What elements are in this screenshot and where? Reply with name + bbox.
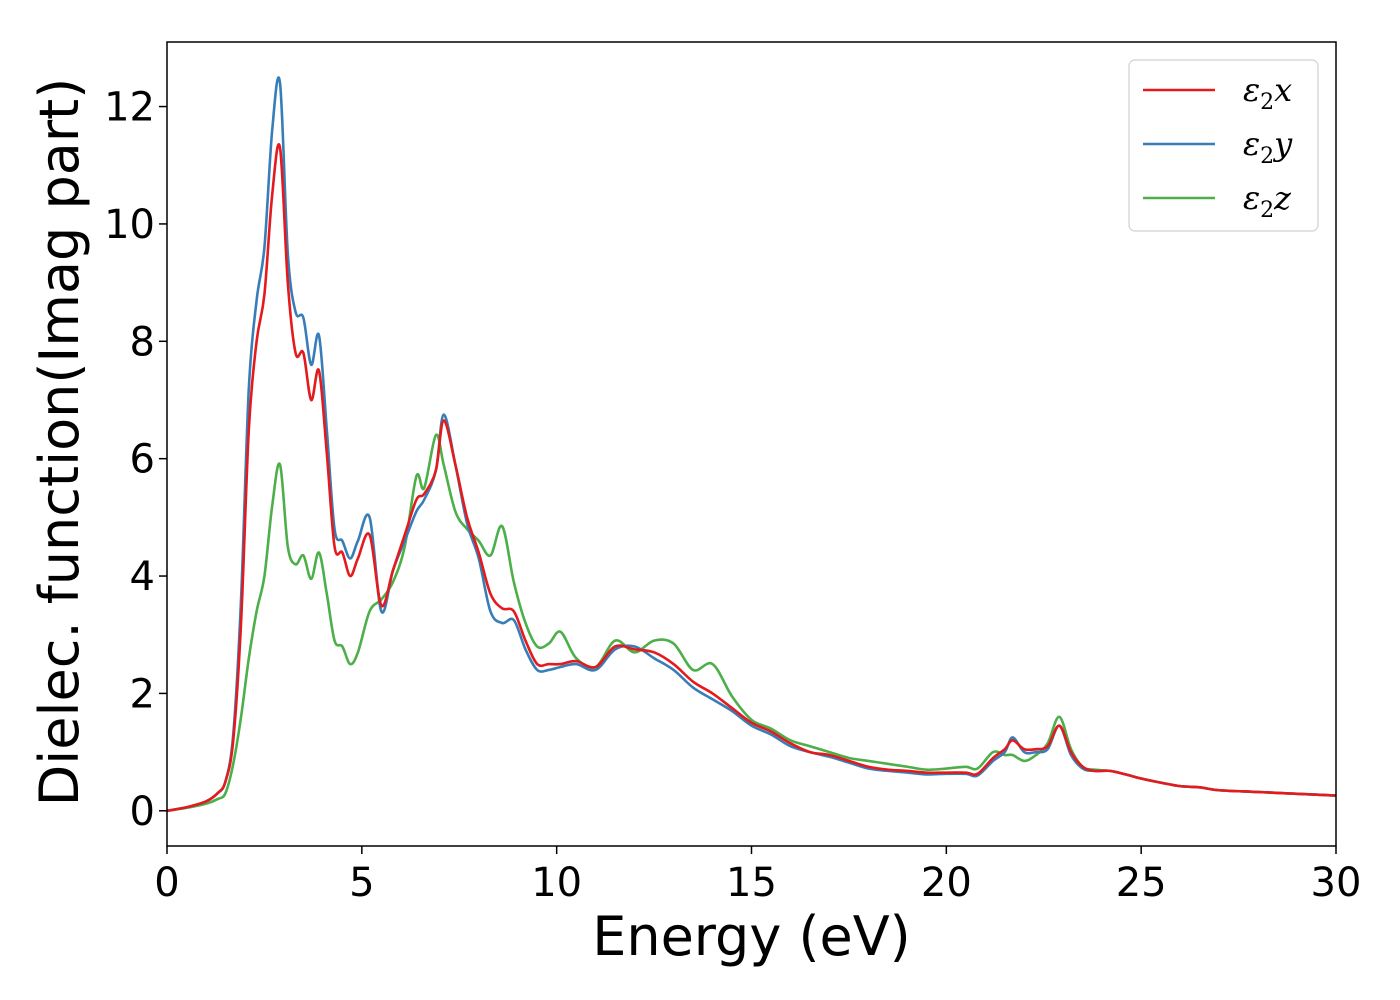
- legend-label-y: ε2y: [1243, 125, 1293, 169]
- series-line-x: [166, 143, 1337, 813]
- x-tick-label: 20: [921, 860, 972, 906]
- legend: ε2x ε2y ε2z: [1128, 59, 1319, 232]
- x-axis-label: Energy (eV): [592, 905, 911, 968]
- legend-box: [1128, 59, 1319, 232]
- x-axis: 0 5 10 15 20 25 30: [154, 846, 1361, 906]
- legend-label-z: ε2z: [1243, 179, 1292, 223]
- x-tick-label: 25: [1116, 860, 1167, 906]
- y-tick-label: 6: [130, 437, 155, 483]
- x-tick-label: 15: [726, 860, 777, 906]
- x-tick-label: 30: [1311, 860, 1362, 906]
- x-tick-label: 5: [349, 860, 374, 906]
- plot-series-group: [166, 76, 1337, 813]
- legend-label-x: ε2x: [1243, 71, 1292, 115]
- y-tick-label: 10: [104, 202, 155, 248]
- y-tick-label: 12: [104, 85, 155, 131]
- y-tick-label: 8: [130, 319, 155, 365]
- y-axis-label: Dielec. function(Imag part): [28, 78, 91, 807]
- series-line-z: [166, 433, 1337, 813]
- x-tick-label: 10: [531, 860, 582, 906]
- y-tick-label: 4: [130, 554, 155, 600]
- y-tick-label: 2: [130, 671, 155, 717]
- y-axis: 0 2 4 6 8 10 12: [104, 85, 167, 835]
- series-line-y: [166, 76, 1337, 813]
- y-tick-label: 0: [130, 789, 155, 835]
- x-tick-label: 0: [154, 860, 179, 906]
